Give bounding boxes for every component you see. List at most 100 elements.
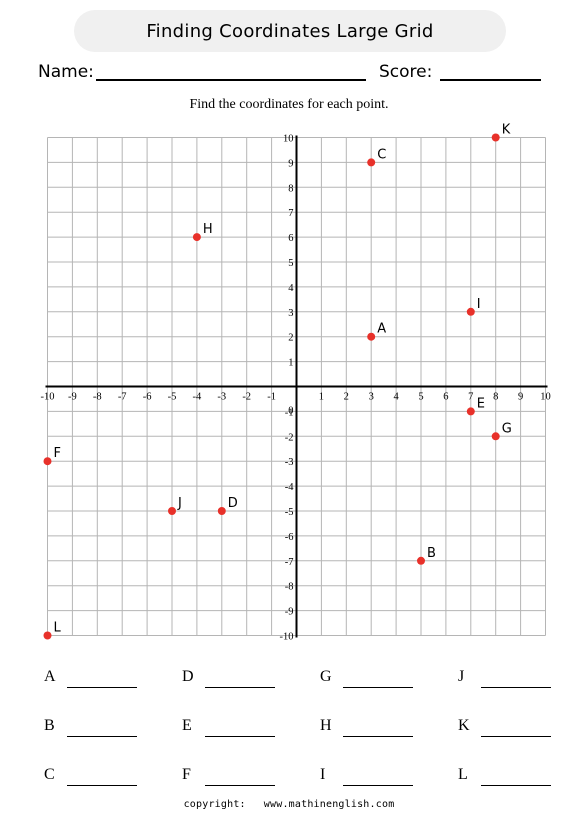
- x-tick-label: 1: [319, 392, 324, 403]
- name-blank[interactable]: [96, 79, 366, 81]
- point-j-marker: [168, 507, 176, 515]
- answer-blank-e[interactable]: [205, 736, 275, 737]
- x-tick-label: -7: [118, 392, 127, 403]
- y-tick-label: 9: [288, 158, 293, 169]
- answer-label-g: G: [320, 668, 332, 685]
- point-i-label: I: [477, 297, 481, 312]
- point-d-marker: [217, 507, 226, 515]
- answer-blank-b[interactable]: [67, 736, 137, 737]
- answer-label-k: K: [458, 717, 470, 734]
- y-tick-label: 3: [288, 308, 293, 319]
- point-b-marker: [417, 556, 425, 565]
- y-tick-label: -2: [285, 432, 294, 443]
- origin-label: 0: [288, 406, 293, 417]
- answer-label-f: F: [182, 766, 191, 783]
- x-tick-label: -5: [168, 392, 177, 403]
- x-tick-label: -10: [41, 392, 55, 403]
- answer-blank-l[interactable]: [481, 785, 551, 786]
- y-tick-label: -1: [285, 407, 294, 418]
- point-c-label: C: [377, 147, 386, 162]
- x-tick-label: -9: [68, 392, 77, 403]
- point-f-marker: [43, 457, 52, 466]
- y-tick-label: -6: [285, 532, 294, 543]
- y-tick-label: -4: [285, 482, 294, 493]
- score-blank[interactable]: [440, 79, 541, 81]
- x-tick-label: 3: [369, 392, 374, 403]
- x-tick-label: 10: [540, 392, 551, 403]
- name-label: Name:: [38, 62, 94, 82]
- score-label: Score:: [379, 62, 433, 82]
- y-tick-label: 7: [288, 208, 293, 219]
- point-k-marker: [491, 133, 500, 142]
- x-tick-label: 4: [393, 392, 399, 403]
- point-a-marker: [367, 332, 376, 341]
- point-b-label: B: [427, 546, 436, 561]
- answer-blank-d[interactable]: [205, 687, 275, 688]
- point-h-marker: [192, 233, 201, 242]
- y-tick-label: 8: [288, 183, 293, 194]
- answer-blank-j[interactable]: [481, 687, 551, 688]
- worksheet-title-text: Finding Coordinates Large Grid: [146, 20, 434, 42]
- answer-label-l: L: [458, 766, 468, 783]
- y-tick-label: 10: [283, 134, 294, 145]
- instruction-text: Find the coordinates for each point.: [189, 97, 389, 112]
- answer-label-j: J: [458, 668, 465, 685]
- x-tick-label: 6: [443, 392, 448, 403]
- answer-label-c: C: [44, 766, 55, 783]
- footer: copyright: www.mathinenglish.com: [0, 799, 578, 810]
- y-tick-label: 2: [288, 333, 293, 344]
- answer-label-i: I: [320, 766, 326, 783]
- answer-label-h: H: [320, 717, 332, 734]
- answer-blank-g[interactable]: [343, 687, 413, 688]
- y-tick-label: 1: [288, 358, 293, 369]
- y-tick-label: 6: [288, 233, 293, 244]
- answer-blank-a[interactable]: [67, 687, 137, 688]
- point-g-label: G: [502, 421, 512, 436]
- x-tick-label: 2: [344, 392, 349, 403]
- x-tick-label: -6: [143, 392, 152, 403]
- x-tick-label: 7: [468, 392, 473, 403]
- point-e-marker: [466, 407, 475, 416]
- y-tick-label: 4: [288, 283, 294, 294]
- y-tick-label: 5: [288, 258, 293, 269]
- y-tick-label: -10: [280, 632, 294, 643]
- answer-label-d: D: [182, 668, 194, 685]
- point-c-marker: [367, 158, 376, 167]
- point-l-label: L: [54, 621, 62, 636]
- point-f-label: F: [54, 446, 61, 461]
- answer-blank-h[interactable]: [343, 736, 413, 737]
- x-tick-label: -8: [93, 392, 102, 403]
- x-tick-label: 8: [493, 392, 498, 403]
- point-e-label: E: [477, 396, 485, 411]
- point-l-marker: [43, 631, 52, 640]
- point-g-marker: [491, 432, 500, 441]
- answer-label-e: E: [182, 717, 192, 734]
- point-j-label: J: [177, 496, 182, 511]
- x-tick-label: -2: [242, 392, 251, 403]
- x-tick-label: 9: [518, 392, 523, 403]
- x-tick-label: 5: [418, 392, 423, 403]
- answer-label-b: B: [44, 717, 55, 734]
- answer-blank-c[interactable]: [67, 785, 137, 786]
- point-d-label: D: [228, 496, 238, 511]
- answer-blank-i[interactable]: [343, 785, 413, 786]
- point-i-marker: [466, 307, 475, 316]
- answer-blank-k[interactable]: [481, 736, 551, 737]
- y-tick-label: -9: [285, 607, 294, 618]
- x-tick-label: -1: [267, 392, 276, 403]
- x-tick-label: -4: [193, 392, 202, 403]
- y-tick-label: -3: [285, 457, 294, 468]
- y-tick-label: -7: [285, 557, 294, 568]
- point-k-label: K: [502, 123, 511, 138]
- x-tick-label: -3: [217, 392, 226, 403]
- y-tick-label: -5: [285, 507, 294, 518]
- answer-blank-f[interactable]: [205, 785, 275, 786]
- copyright-label: copyright:: [183, 799, 246, 810]
- name-score-row: Name: Score:: [38, 60, 548, 86]
- y-tick-label: -8: [285, 582, 294, 593]
- answer-label-a: A: [44, 668, 56, 685]
- website-link[interactable]: www.mathinenglish.com: [263, 799, 395, 810]
- point-h-label: H: [203, 222, 213, 237]
- point-a-label: A: [377, 322, 386, 337]
